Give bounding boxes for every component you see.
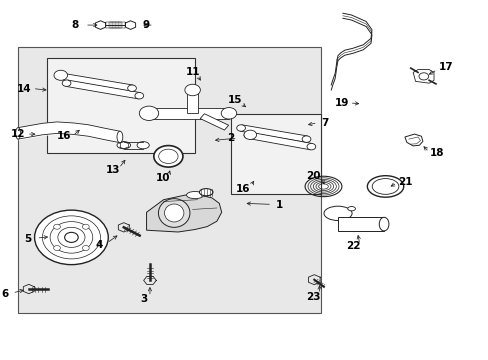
Circle shape (244, 132, 252, 138)
Text: 8: 8 (72, 20, 79, 30)
Circle shape (418, 73, 428, 80)
Text: 16: 16 (236, 184, 250, 194)
Ellipse shape (137, 141, 149, 149)
Circle shape (42, 216, 101, 259)
Text: 20: 20 (306, 171, 321, 181)
Circle shape (82, 224, 89, 229)
Circle shape (54, 70, 67, 80)
Ellipse shape (366, 176, 403, 197)
Circle shape (302, 136, 310, 142)
Circle shape (306, 143, 315, 150)
Text: 6: 6 (1, 289, 8, 299)
Text: 18: 18 (429, 148, 444, 158)
Text: 12: 12 (11, 129, 25, 139)
Circle shape (55, 73, 63, 79)
Circle shape (135, 93, 143, 99)
FancyBboxPatch shape (18, 47, 321, 313)
Text: 11: 11 (185, 67, 200, 77)
Polygon shape (200, 114, 228, 130)
Text: 7: 7 (321, 118, 328, 128)
Text: 9: 9 (142, 20, 150, 30)
Circle shape (244, 130, 256, 139)
Text: 21: 21 (397, 177, 411, 187)
Circle shape (64, 232, 78, 242)
Circle shape (50, 222, 93, 253)
Circle shape (221, 108, 236, 119)
Polygon shape (412, 69, 433, 83)
Circle shape (139, 106, 158, 121)
Polygon shape (65, 80, 140, 99)
Ellipse shape (186, 192, 203, 199)
Text: 13: 13 (105, 165, 120, 175)
Polygon shape (247, 132, 312, 150)
FancyBboxPatch shape (47, 58, 195, 153)
Polygon shape (240, 125, 307, 142)
Circle shape (54, 246, 61, 251)
Polygon shape (58, 73, 133, 91)
Text: 1: 1 (276, 200, 283, 210)
Ellipse shape (164, 204, 183, 222)
Text: 22: 22 (346, 241, 360, 251)
Circle shape (236, 125, 245, 131)
Circle shape (54, 224, 61, 229)
Text: 15: 15 (227, 95, 242, 105)
Ellipse shape (16, 128, 20, 139)
Ellipse shape (117, 141, 130, 149)
Ellipse shape (347, 207, 355, 211)
Text: 4: 4 (96, 240, 103, 250)
Circle shape (127, 85, 136, 91)
Text: 16: 16 (57, 131, 71, 140)
Text: 5: 5 (24, 234, 31, 244)
Polygon shape (404, 134, 422, 146)
FancyBboxPatch shape (231, 114, 321, 194)
Circle shape (35, 210, 108, 265)
Ellipse shape (158, 199, 189, 227)
Text: 14: 14 (17, 84, 31, 94)
Text: 2: 2 (226, 133, 234, 143)
Circle shape (82, 246, 89, 251)
Polygon shape (337, 217, 383, 231)
Polygon shape (146, 195, 221, 232)
Text: 23: 23 (306, 292, 321, 302)
Text: 17: 17 (437, 62, 452, 72)
Ellipse shape (324, 206, 351, 221)
Polygon shape (187, 90, 198, 113)
Text: 10: 10 (156, 173, 170, 183)
Circle shape (62, 80, 71, 86)
Ellipse shape (199, 189, 213, 196)
Circle shape (58, 227, 85, 247)
Ellipse shape (371, 179, 398, 194)
Polygon shape (149, 108, 228, 119)
Text: 3: 3 (140, 294, 147, 304)
Ellipse shape (379, 217, 388, 231)
Circle shape (154, 145, 183, 167)
Text: 19: 19 (334, 98, 348, 108)
Circle shape (158, 149, 178, 163)
Ellipse shape (117, 131, 122, 143)
Circle shape (184, 84, 200, 96)
